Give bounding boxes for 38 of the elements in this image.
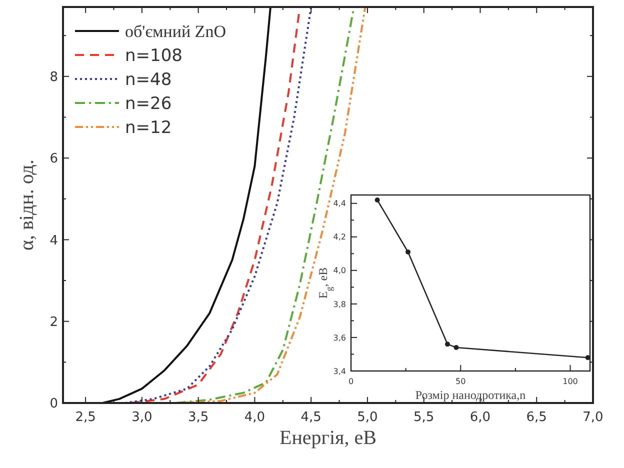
x-axis-title: Енергія, еВ	[280, 427, 376, 449]
x-tick-label: 50	[456, 377, 466, 386]
x-tick-label: 6,5	[526, 410, 547, 425]
x-tick-label: 3,0	[132, 410, 152, 425]
y-tick-label: 0	[50, 396, 58, 412]
x-tick-label: 5,0	[357, 410, 378, 425]
y-tick-label: 3,4	[333, 366, 346, 376]
x-tick-label: 2,5	[75, 410, 96, 425]
legend-label: об'ємний ZnO	[125, 22, 226, 41]
y-axis-title: α, відн. од.	[16, 160, 38, 250]
y-tick-label: 4	[50, 233, 58, 248]
x-tick-label: 5,5	[414, 410, 434, 425]
point	[374, 198, 380, 203]
x-tick-label: 3,5	[188, 410, 209, 425]
y-tick-label: 8	[50, 70, 58, 85]
y-tick-label: 4,4	[333, 199, 346, 208]
x-tick-label: 7,0	[582, 410, 604, 425]
x-tick-label: 0	[348, 377, 354, 386]
x-tick-label: 4,5	[300, 410, 322, 425]
point	[444, 342, 450, 347]
legend-label: n=12	[125, 118, 172, 138]
point	[585, 355, 590, 360]
legend-label: n=48	[125, 70, 172, 90]
x-tick-label: 100	[562, 377, 578, 386]
legend-label: n=26	[125, 94, 172, 114]
x-tick-label: 6,0	[470, 410, 491, 425]
y-tick-label: 3,6	[333, 333, 346, 342]
point	[406, 249, 411, 254]
line-series	[101, 7, 272, 403]
y-tick-label: 4,0	[333, 266, 346, 276]
x-tick-label: 4,0	[244, 410, 266, 425]
point	[454, 345, 459, 350]
y-tick-label: 3,8	[333, 300, 346, 309]
x-axis-title: Розмір нанодротика,n	[415, 388, 526, 402]
y-tick-label: 6	[50, 152, 58, 167]
y-tick-label: 4,2	[333, 232, 346, 242]
legend-label: n=108	[125, 46, 182, 66]
y-tick-label: 2	[50, 314, 58, 330]
